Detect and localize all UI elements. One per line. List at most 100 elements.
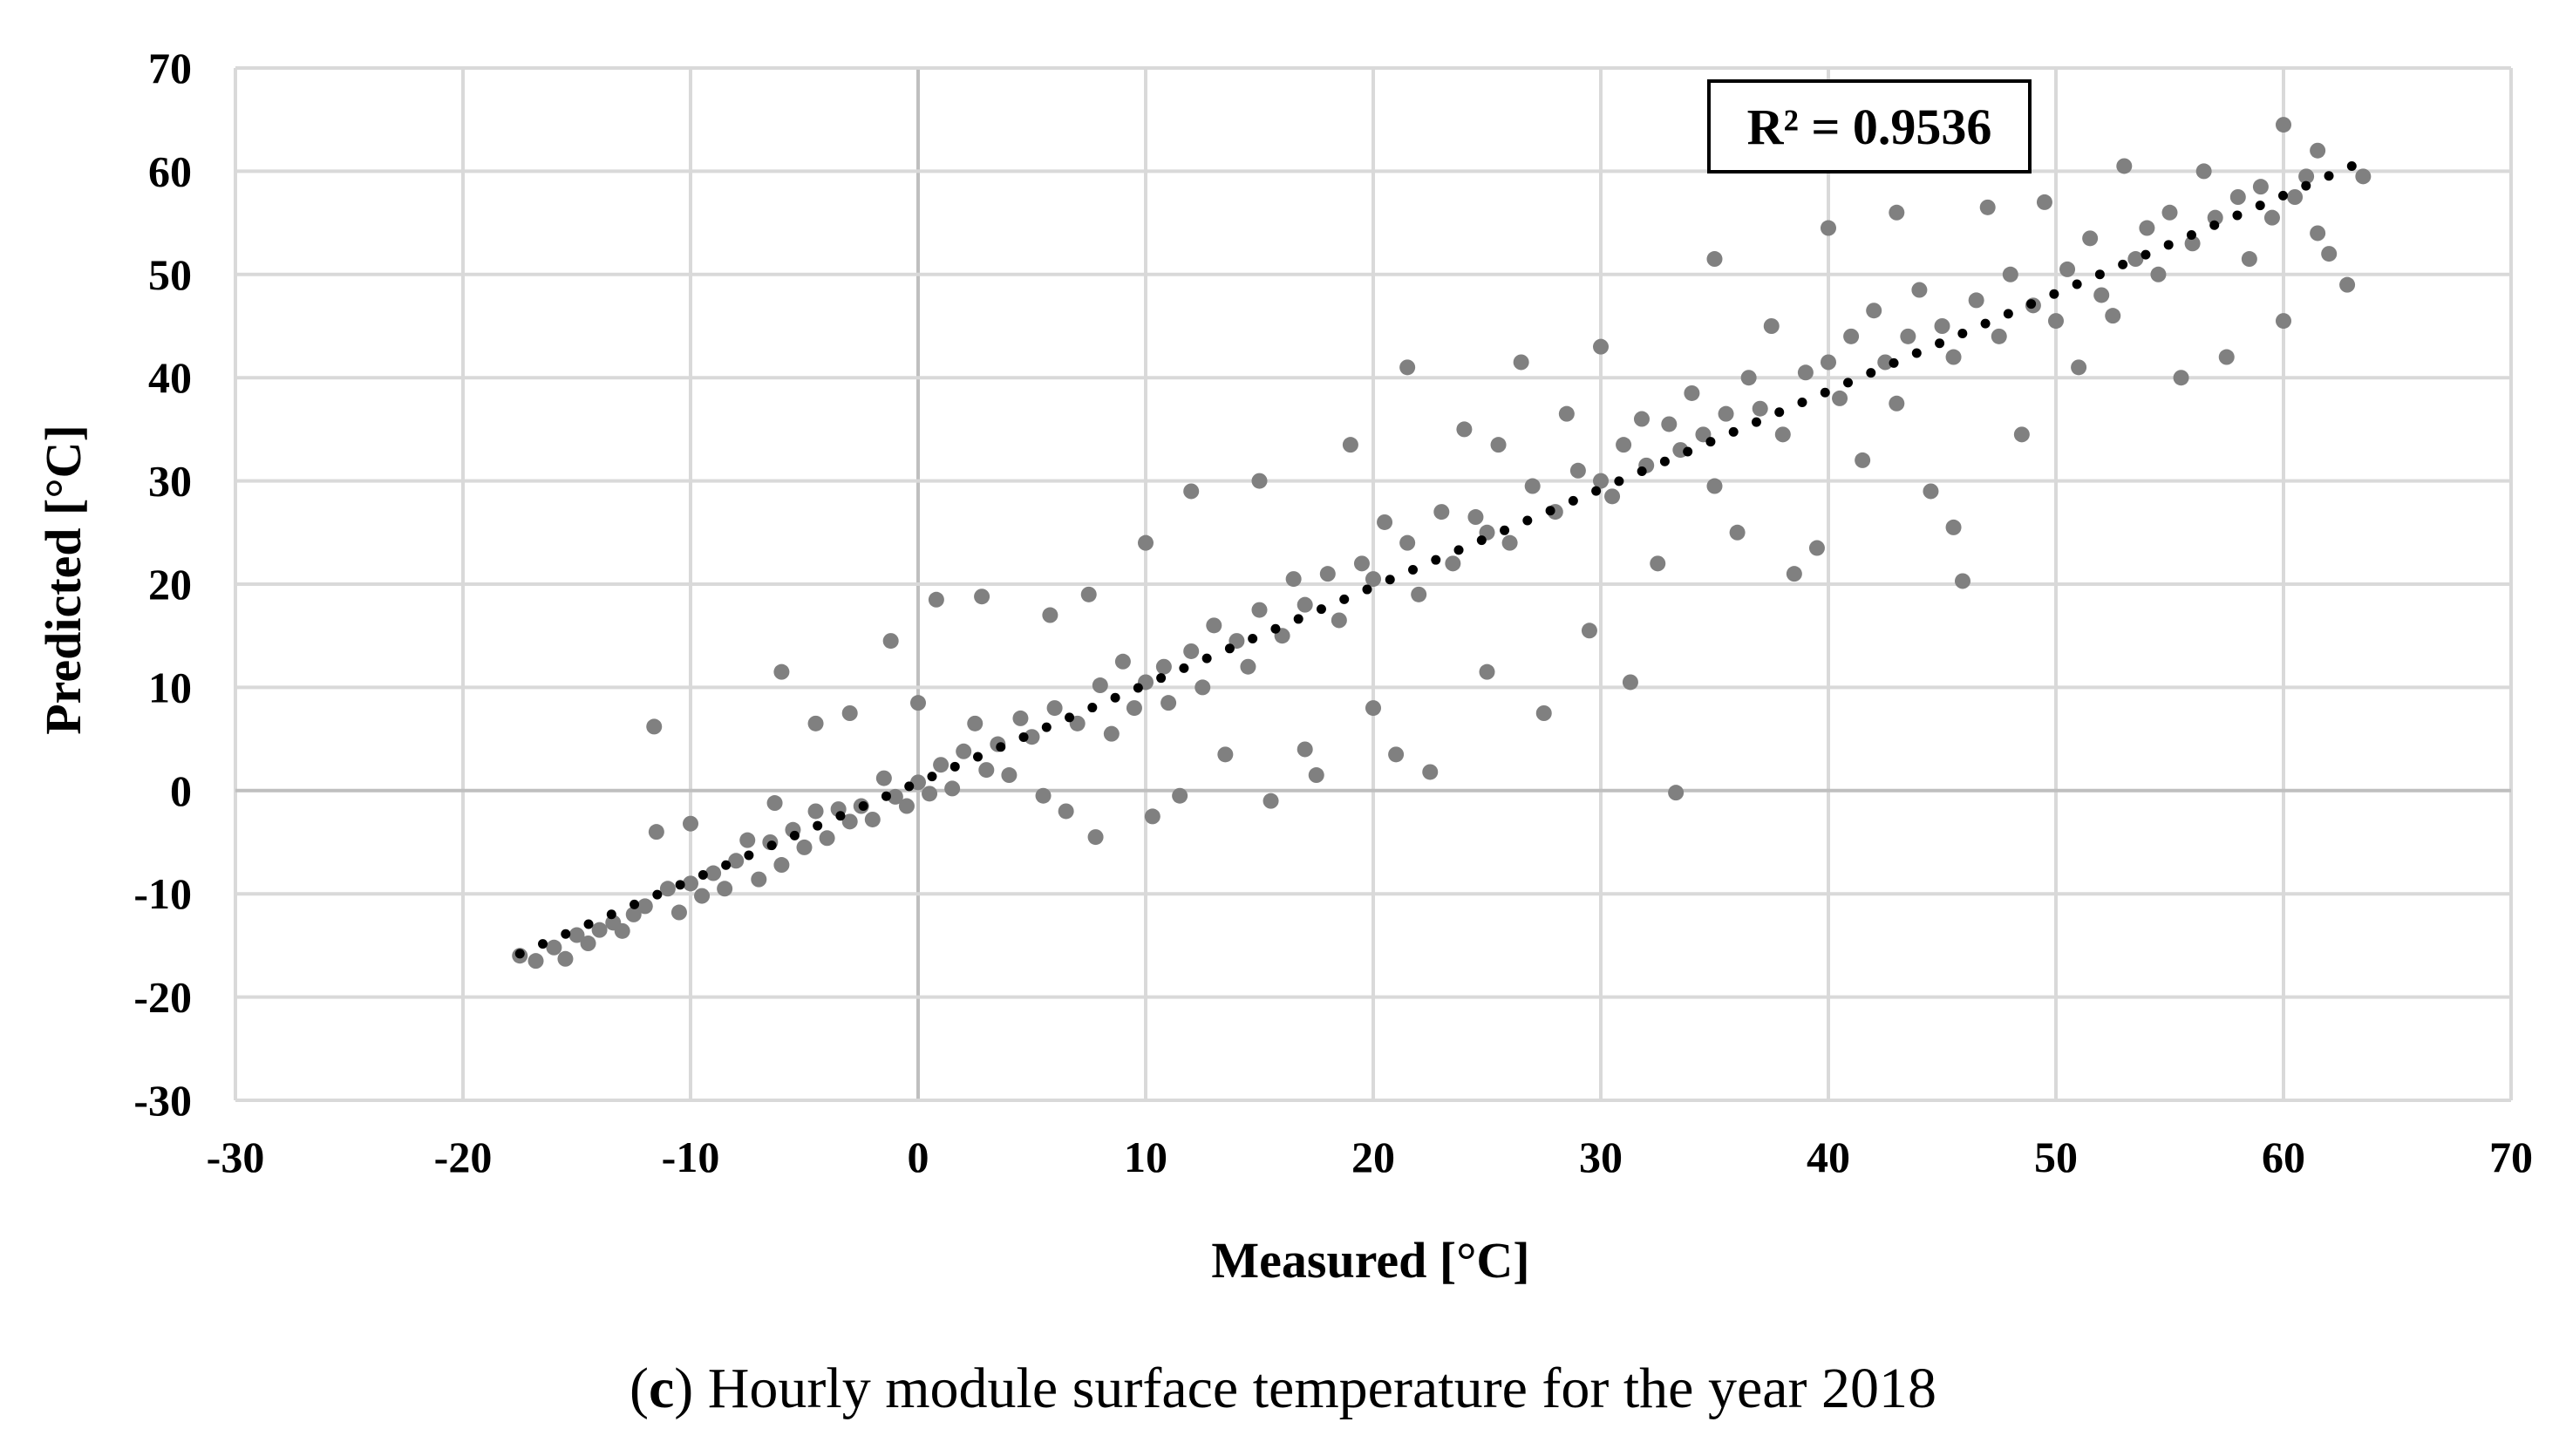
data-point-0-142 bbox=[1855, 452, 1871, 468]
data-point-0-101 bbox=[1456, 421, 1473, 438]
data-point-0-87 bbox=[1319, 566, 1336, 582]
trendline-dot-9 bbox=[721, 860, 732, 870]
trendline-dot-75 bbox=[2232, 210, 2243, 221]
data-point-0-137 bbox=[1808, 540, 1825, 556]
data-point-0-114 bbox=[1593, 473, 1609, 489]
trendline-dot-14 bbox=[835, 811, 846, 821]
data-point-0-128 bbox=[1706, 478, 1723, 494]
y-tick-labels: -30 -20 -10 0 10 20 30 40 50 60 70 bbox=[133, 44, 192, 1125]
data-point-0-84 bbox=[1297, 741, 1313, 758]
data-point-0-105 bbox=[1490, 437, 1507, 453]
trendline-dot-52 bbox=[1705, 437, 1716, 447]
trendline-dot-18 bbox=[927, 772, 937, 782]
data-point-0-33 bbox=[841, 705, 858, 721]
data-point-0-58 bbox=[1058, 803, 1074, 820]
trendline-dot-38 bbox=[1385, 575, 1395, 585]
data-point-0-176 bbox=[2218, 349, 2235, 365]
data-point-0-15 bbox=[683, 875, 698, 892]
data-point-0-26 bbox=[773, 857, 790, 874]
data-point-0-83 bbox=[1285, 571, 1302, 588]
data-point-0-73 bbox=[1183, 643, 1200, 659]
data-point-0-80 bbox=[1251, 602, 1268, 618]
data-point-0-28 bbox=[796, 839, 813, 855]
data-point-0-19 bbox=[717, 881, 733, 897]
data-point-0-45 bbox=[933, 757, 949, 773]
data-point-0-71 bbox=[1172, 787, 1188, 804]
data-point-0-107 bbox=[1513, 354, 1529, 371]
y-tick-label-9: 60 bbox=[148, 146, 192, 195]
trendline-dot-55 bbox=[1774, 407, 1785, 418]
trendline-dot-59 bbox=[1866, 368, 1876, 378]
data-point-0-149 bbox=[1923, 483, 1939, 500]
data-point-0-81 bbox=[1263, 793, 1279, 809]
data-point-0-52 bbox=[1001, 767, 1018, 784]
data-point-0-63 bbox=[1103, 725, 1120, 742]
data-point-0-144 bbox=[1877, 354, 1894, 371]
data-point-0-140 bbox=[1832, 390, 1848, 406]
caption-letter: c bbox=[648, 1357, 675, 1420]
trendline-dot-22 bbox=[1018, 731, 1029, 742]
data-point-0-61 bbox=[1087, 829, 1104, 846]
trendline-dot-10 bbox=[744, 850, 754, 861]
data-point-0-153 bbox=[1954, 573, 1970, 589]
data-point-0-151 bbox=[1945, 349, 1962, 365]
data-point-0-98 bbox=[1422, 764, 1439, 780]
trendline-dot-64 bbox=[1980, 318, 1991, 329]
data-point-0-166 bbox=[2105, 308, 2121, 324]
data-point-0-172 bbox=[2173, 370, 2189, 386]
data-point-0-165 bbox=[2093, 287, 2110, 303]
data-point-0-162 bbox=[2059, 261, 2076, 277]
data-point-0-138 bbox=[1821, 354, 1836, 371]
trendline-dot-7 bbox=[675, 880, 685, 890]
trendline-dot-66 bbox=[2026, 299, 2037, 310]
y-axis-title: Predicted [°C] bbox=[35, 425, 92, 735]
data-point-0-118 bbox=[1622, 674, 1638, 691]
data-point-0-55 bbox=[1035, 787, 1052, 804]
data-point-0-174 bbox=[2195, 163, 2212, 180]
data-point-0-116 bbox=[1604, 488, 1621, 505]
data-point-0-150 bbox=[1934, 318, 1950, 334]
x-axis-title: Measured [°C] bbox=[1211, 1232, 1529, 1289]
data-point-0-136 bbox=[1797, 364, 1814, 381]
data-point-0-90 bbox=[1353, 555, 1370, 572]
data-point-0-119 bbox=[1633, 411, 1650, 427]
data-point-0-160 bbox=[2036, 194, 2052, 210]
x-tick-labels: -30 -20 -10 0 10 20 30 40 50 60 70 bbox=[207, 1133, 2533, 1181]
data-point-0-188 bbox=[2339, 276, 2356, 293]
trendline-dot-78 bbox=[2301, 180, 2311, 191]
trendline-dot-36 bbox=[1339, 594, 1350, 604]
data-point-0-39 bbox=[887, 788, 903, 805]
data-point-0-169 bbox=[2139, 220, 2155, 236]
trendline-dot-72 bbox=[2163, 240, 2174, 250]
data-point-0-56 bbox=[1042, 607, 1058, 623]
trendline-dot-39 bbox=[1408, 564, 1419, 575]
data-point-0-132 bbox=[1752, 400, 1768, 417]
data-point-0-126 bbox=[1695, 426, 1712, 443]
data-point-0-78 bbox=[1240, 658, 1256, 675]
data-point-0-49 bbox=[974, 589, 990, 605]
data-point-0-170 bbox=[2150, 266, 2167, 282]
data-point-0-189 bbox=[2355, 168, 2372, 185]
trendline-dot-16 bbox=[881, 791, 891, 801]
data-point-0-8 bbox=[614, 922, 630, 939]
data-point-0-69 bbox=[1155, 658, 1172, 675]
caption-text: ) Hourly module surface temperature for … bbox=[674, 1357, 1937, 1420]
data-point-0-48 bbox=[967, 715, 984, 731]
trendline-dot-61 bbox=[1911, 348, 1922, 358]
trendline-dot-68 bbox=[2072, 279, 2082, 289]
data-point-0-89 bbox=[1342, 437, 1358, 453]
data-point-0-12 bbox=[648, 824, 664, 840]
y-tick-label-0: -30 bbox=[133, 1076, 192, 1125]
data-point-0-30 bbox=[807, 715, 824, 731]
data-point-0-168 bbox=[2127, 251, 2144, 268]
x-tick-label-5: 20 bbox=[1351, 1133, 1395, 1181]
data-point-0-171 bbox=[2161, 204, 2178, 221]
data-point-0-17 bbox=[694, 888, 711, 904]
data-point-0-179 bbox=[2252, 179, 2269, 195]
trendline-dot-50 bbox=[1659, 456, 1670, 466]
x-tick-label-7: 40 bbox=[1807, 1133, 1850, 1181]
trendline-dot-48 bbox=[1614, 476, 1624, 486]
x-tick-label-2: -10 bbox=[662, 1133, 720, 1181]
r2-box bbox=[1707, 79, 2032, 173]
trendline-dot-42 bbox=[1476, 535, 1487, 546]
